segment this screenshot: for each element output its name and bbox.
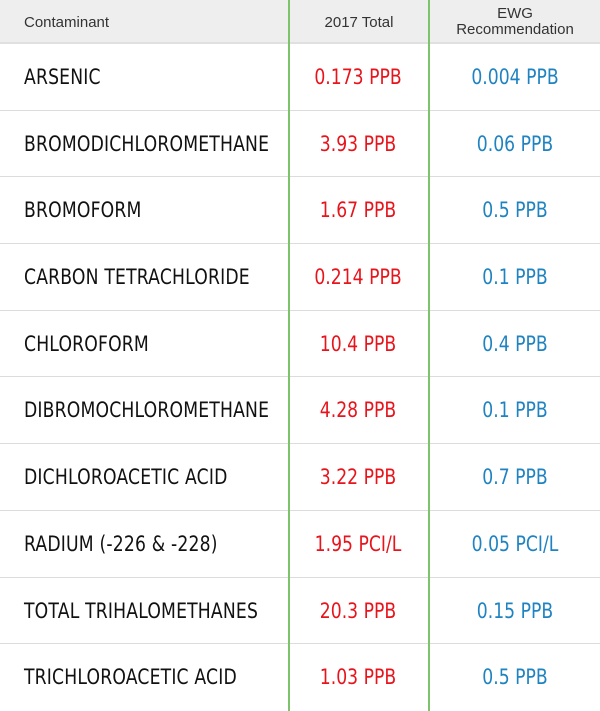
- total-value: 1.03 PPB: [319, 665, 397, 690]
- contaminant-name: CHLOROFORM: [24, 331, 149, 356]
- table-row: TOTAL TRIHALOMETHANES 20.3 PPB 0.15 PPB: [0, 578, 600, 645]
- ewg-value: 0.5 PPB: [482, 198, 548, 223]
- total-value: 0.214 PPB: [314, 265, 402, 290]
- ewg-value: 0.4 PPB: [482, 331, 548, 356]
- table-row: BROMODICHLOROMETHANE 3.93 PPB 0.06 PPB: [0, 111, 600, 178]
- table-body: ARSENIC 0.173 PPB 0.004 PPB BROMODICHLOR…: [0, 44, 600, 711]
- contaminant-name: DIBROMOCHLOROMETHANE: [24, 398, 270, 423]
- header-contaminant: Contaminant: [24, 13, 110, 31]
- ewg-value: 0.1 PPB: [482, 265, 548, 290]
- table-row: CHLOROFORM 10.4 PPB 0.4 PPB: [0, 311, 600, 378]
- header-ewg-recommendation: EWG Recommendation: [456, 5, 574, 38]
- total-value: 1.67 PPB: [319, 198, 397, 223]
- ewg-value: 0.7 PPB: [482, 465, 548, 490]
- ewg-value: 0.004 PPB: [471, 65, 559, 89]
- table-row: TRICHLOROACETIC ACID 1.03 PPB 0.5 PPB: [0, 644, 600, 711]
- contaminant-name: BROMOFORM: [24, 198, 142, 223]
- table-row: CARBON TETRACHLORIDE 0.214 PPB 0.1 PPB: [0, 244, 600, 311]
- table-row: DICHLOROACETIC ACID 3.22 PPB 0.7 PPB: [0, 444, 600, 511]
- ewg-value: 0.05 PCI/L: [471, 531, 559, 556]
- table-row: RADIUM (-226 & -228) 1.95 PCI/L 0.05 PCI…: [0, 511, 600, 578]
- contaminant-name: TRICHLOROACETIC ACID: [24, 665, 237, 690]
- ewg-value: 0.06 PPB: [476, 131, 554, 156]
- total-value: 0.173 PPB: [314, 65, 402, 89]
- contaminant-name: ARSENIC: [24, 65, 101, 89]
- total-value: 10.4 PPB: [319, 331, 397, 356]
- table-row: ARSENIC 0.173 PPB 0.004 PPB: [0, 44, 600, 111]
- total-value: 1.95 PCI/L: [314, 531, 402, 556]
- ewg-value: 0.5 PPB: [482, 665, 548, 690]
- table-row: BROMOFORM 1.67 PPB 0.5 PPB: [0, 177, 600, 245]
- total-value: 20.3 PPB: [319, 598, 397, 623]
- ewg-value: 0.15 PPB: [476, 598, 554, 623]
- total-value: 3.93 PPB: [319, 131, 397, 156]
- column-divider-2: [428, 0, 430, 711]
- contaminant-name: BROMODICHLOROMETHANE: [24, 131, 270, 156]
- contaminant-name: CARBON TETRACHLORIDE: [24, 265, 250, 290]
- contaminant-name: DICHLOROACETIC ACID: [24, 465, 228, 490]
- ewg-value: 0.1 PPB: [482, 398, 548, 423]
- column-divider-1: [288, 0, 290, 711]
- table-header: Contaminant 2017 Total EWG Recommendatio…: [0, 0, 600, 44]
- table-row: DIBROMOCHLOROMETHANE 4.28 PPB 0.1 PPB: [0, 377, 600, 445]
- total-value: 4.28 PPB: [319, 398, 397, 423]
- contaminant-name: RADIUM (-226 & -228): [24, 531, 218, 556]
- header-2017-total: 2017 Total: [324, 13, 394, 31]
- total-value: 3.22 PPB: [319, 465, 397, 490]
- contaminant-name: TOTAL TRIHALOMETHANES: [24, 598, 259, 623]
